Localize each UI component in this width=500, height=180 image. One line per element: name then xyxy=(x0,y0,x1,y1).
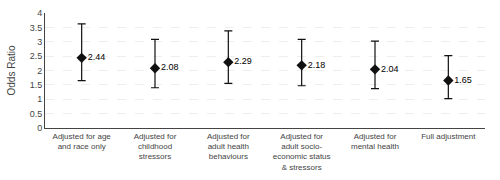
svg-text:Adjusted foradult healthbehavi: Adjusted foradult healthbehaviours xyxy=(207,132,250,162)
svg-text:Adjusted foradult socio-econom: Adjusted foradult socio-economic status&… xyxy=(273,132,331,172)
svg-text:2: 2 xyxy=(37,66,42,76)
svg-text:3: 3 xyxy=(37,37,42,47)
svg-text:Adjusted formental health: Adjusted formental health xyxy=(351,132,399,151)
svg-text:2.18: 2.18 xyxy=(308,60,326,70)
svg-text:1.5: 1.5 xyxy=(30,80,43,90)
svg-text:2.29: 2.29 xyxy=(234,56,252,66)
svg-text:2.04: 2.04 xyxy=(381,64,399,74)
svg-text:Odds Ratio: Odds Ratio xyxy=(6,45,17,95)
svg-text:0.5: 0.5 xyxy=(30,109,43,119)
svg-text:1.65: 1.65 xyxy=(454,75,472,85)
svg-text:2.5: 2.5 xyxy=(30,51,43,61)
svg-text:2.08: 2.08 xyxy=(161,62,179,72)
svg-text:Adjusted for ageand race only: Adjusted for ageand race only xyxy=(53,132,112,151)
svg-text:Adjusted forchildhoodstressors: Adjusted forchildhoodstressors xyxy=(134,132,177,162)
svg-text:3.5: 3.5 xyxy=(30,23,43,33)
svg-text:2.44: 2.44 xyxy=(88,52,106,62)
svg-text:4: 4 xyxy=(37,8,42,18)
svg-text:Full adjustment: Full adjustment xyxy=(421,132,476,141)
svg-text:1: 1 xyxy=(37,94,42,104)
svg-text:0: 0 xyxy=(37,123,42,133)
